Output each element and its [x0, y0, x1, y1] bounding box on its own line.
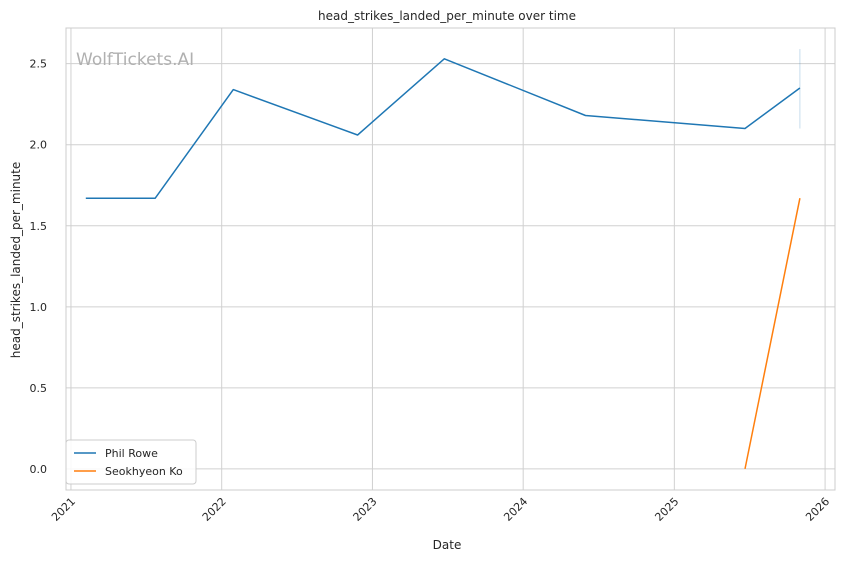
legend-label-1: Phil Rowe [105, 447, 158, 460]
series-line-2 [744, 198, 801, 470]
x-tick-label: 2026 [803, 495, 832, 524]
plot-area [66, 28, 835, 490]
x-tick-label: 2023 [351, 495, 380, 524]
plot-border [65, 27, 836, 491]
y-tick-label: 2.0 [30, 139, 48, 152]
y-tick-label: 0.5 [30, 382, 48, 395]
watermark: WolfTickets.AI [76, 50, 194, 70]
y-axis-ticks: 0.0 0.5 1.0 1.5 2.0 2.5 [30, 58, 48, 476]
x-tick-label: 2024 [501, 495, 530, 524]
x-tick-label: 2021 [49, 495, 78, 524]
x-tick-label: 2022 [200, 495, 229, 524]
y-tick-label: 0.0 [30, 463, 48, 476]
chart-title: head_strikes_landed_per_minute over time [318, 9, 576, 23]
x-axis-ticks: 2021 2022 2023 2024 2025 2026 [49, 495, 832, 524]
series-layer [85, 49, 801, 470]
y-axis-label: head_strikes_landed_per_minute [9, 162, 23, 359]
plot-frame [65, 27, 836, 491]
x-tick-label: 2025 [652, 495, 681, 524]
legend: Phil Rowe Seokhyeon Ko [65, 439, 197, 485]
legend-box [65, 439, 197, 485]
series-line-1 [85, 58, 801, 199]
legend-label-2: Seokhyeon Ko [105, 465, 183, 478]
y-tick-label: 1.5 [30, 220, 48, 233]
y-tick-label: 1.0 [30, 301, 48, 314]
y-tick-label: 2.5 [30, 58, 48, 71]
x-axis-label: Date [433, 538, 462, 552]
plot-background [66, 28, 835, 490]
